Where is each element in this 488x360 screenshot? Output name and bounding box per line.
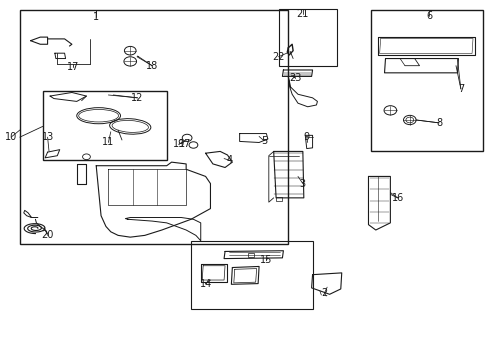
Text: 10: 10 bbox=[5, 132, 17, 142]
Text: 7: 7 bbox=[457, 84, 463, 94]
Text: 19: 19 bbox=[172, 139, 184, 149]
Bar bbox=[42, 91, 166, 160]
Text: 16: 16 bbox=[391, 193, 403, 203]
Bar bbox=[278, 9, 336, 66]
Text: 6: 6 bbox=[426, 11, 431, 21]
Bar bbox=[370, 10, 482, 152]
Text: 9: 9 bbox=[303, 132, 309, 142]
Text: 8: 8 bbox=[435, 118, 441, 128]
Text: 15: 15 bbox=[260, 255, 272, 265]
Text: 23: 23 bbox=[289, 73, 301, 83]
Text: 14: 14 bbox=[199, 279, 211, 289]
Text: 17: 17 bbox=[67, 63, 80, 72]
Text: 5: 5 bbox=[260, 136, 266, 146]
Text: 18: 18 bbox=[146, 61, 158, 71]
Text: 3: 3 bbox=[299, 179, 305, 189]
Text: 12: 12 bbox=[131, 93, 143, 103]
Bar bbox=[248, 253, 254, 257]
Text: 13: 13 bbox=[41, 132, 54, 142]
Text: 20: 20 bbox=[41, 230, 54, 240]
Bar bbox=[276, 197, 282, 202]
Text: 22: 22 bbox=[272, 52, 284, 62]
Text: 4: 4 bbox=[226, 156, 232, 165]
Text: 17: 17 bbox=[179, 139, 191, 149]
Bar bbox=[20, 10, 287, 244]
Bar bbox=[191, 241, 312, 309]
Text: 21: 21 bbox=[296, 9, 308, 19]
Text: 2: 2 bbox=[321, 288, 327, 297]
Text: 11: 11 bbox=[102, 138, 114, 148]
Text: 1: 1 bbox=[93, 13, 99, 22]
